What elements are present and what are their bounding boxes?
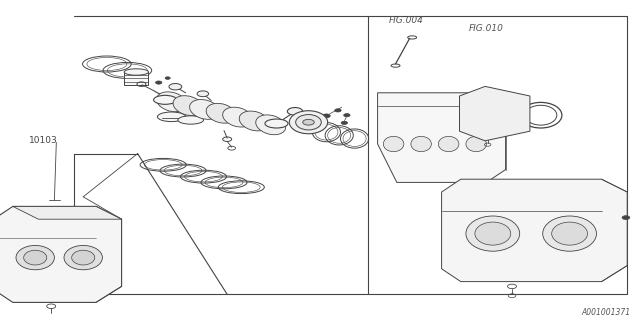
Text: FIG.004: FIG.004: [389, 16, 424, 25]
Ellipse shape: [475, 222, 511, 245]
Ellipse shape: [543, 216, 596, 251]
Ellipse shape: [335, 109, 341, 112]
Polygon shape: [0, 206, 122, 302]
Ellipse shape: [466, 216, 520, 251]
Text: 10103: 10103: [29, 136, 58, 145]
Text: FIG.010: FIG.010: [469, 24, 504, 33]
Ellipse shape: [157, 112, 186, 122]
Polygon shape: [13, 206, 122, 219]
Ellipse shape: [206, 103, 236, 123]
Ellipse shape: [289, 111, 328, 134]
Ellipse shape: [154, 95, 177, 104]
Ellipse shape: [484, 134, 492, 138]
Ellipse shape: [124, 69, 148, 75]
Ellipse shape: [223, 107, 253, 127]
Ellipse shape: [466, 136, 486, 152]
Ellipse shape: [552, 222, 588, 245]
Ellipse shape: [341, 121, 348, 124]
Ellipse shape: [156, 81, 162, 84]
Ellipse shape: [165, 77, 170, 79]
Ellipse shape: [622, 216, 630, 220]
Ellipse shape: [197, 91, 209, 97]
Ellipse shape: [169, 84, 182, 90]
Ellipse shape: [303, 119, 314, 125]
Ellipse shape: [287, 108, 303, 115]
Ellipse shape: [24, 250, 47, 265]
Ellipse shape: [173, 96, 203, 116]
Ellipse shape: [265, 119, 288, 128]
Polygon shape: [460, 86, 530, 141]
Ellipse shape: [64, 245, 102, 270]
Ellipse shape: [323, 114, 330, 118]
Ellipse shape: [72, 250, 95, 265]
Polygon shape: [378, 93, 506, 182]
Ellipse shape: [239, 111, 269, 131]
Text: A001001371: A001001371: [581, 308, 630, 317]
Ellipse shape: [178, 116, 204, 124]
Bar: [124, 72, 148, 85]
Ellipse shape: [189, 100, 220, 119]
Ellipse shape: [157, 92, 186, 112]
Polygon shape: [442, 179, 627, 282]
Ellipse shape: [16, 245, 54, 270]
Ellipse shape: [383, 136, 404, 152]
Ellipse shape: [411, 136, 431, 152]
Ellipse shape: [344, 114, 350, 117]
Ellipse shape: [438, 136, 459, 152]
Ellipse shape: [256, 115, 285, 135]
Ellipse shape: [163, 97, 180, 105]
Ellipse shape: [296, 115, 321, 130]
